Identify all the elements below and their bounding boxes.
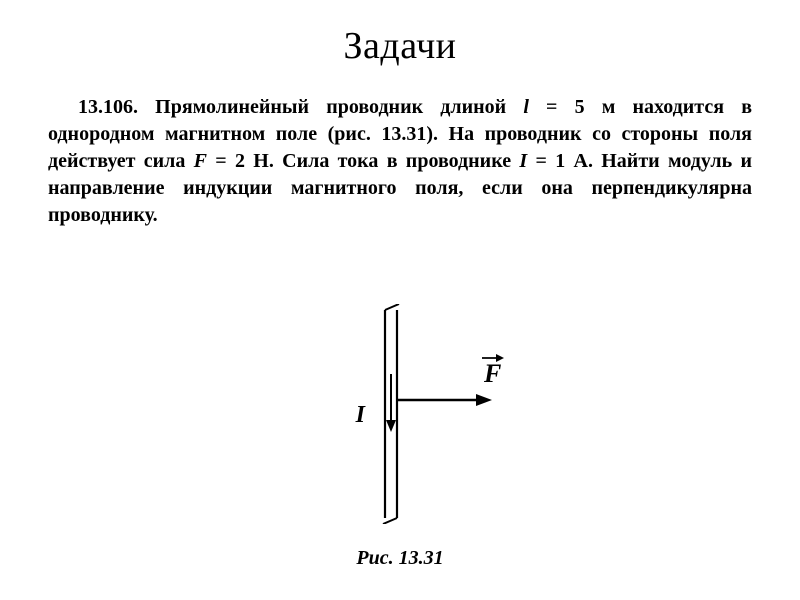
problem-number: 13.106. xyxy=(78,96,138,118)
figure-area: I F Рис. 13.31 xyxy=(0,304,800,570)
force-arrow xyxy=(397,394,492,406)
page: Задачи 13.106. Прямолинейный проводник д… xyxy=(0,24,800,600)
label-I: I xyxy=(355,402,367,428)
var-F: F xyxy=(194,150,207,172)
current-arrow xyxy=(386,374,396,432)
figure-caption: Рис. 13.31 xyxy=(0,547,800,570)
page-title: Задачи xyxy=(0,24,800,68)
text-part-1: Прямолинейный проводник длиной xyxy=(155,96,523,118)
label-F-vector: F xyxy=(482,354,504,388)
figure-diagram: I F xyxy=(270,304,530,524)
label-F: F xyxy=(483,359,501,388)
problem-text: 13.106. Прямолинейный проводник длиной l… xyxy=(48,94,752,229)
text-eq-F: = 2 Н. Сила тока в проводнике xyxy=(207,150,519,172)
